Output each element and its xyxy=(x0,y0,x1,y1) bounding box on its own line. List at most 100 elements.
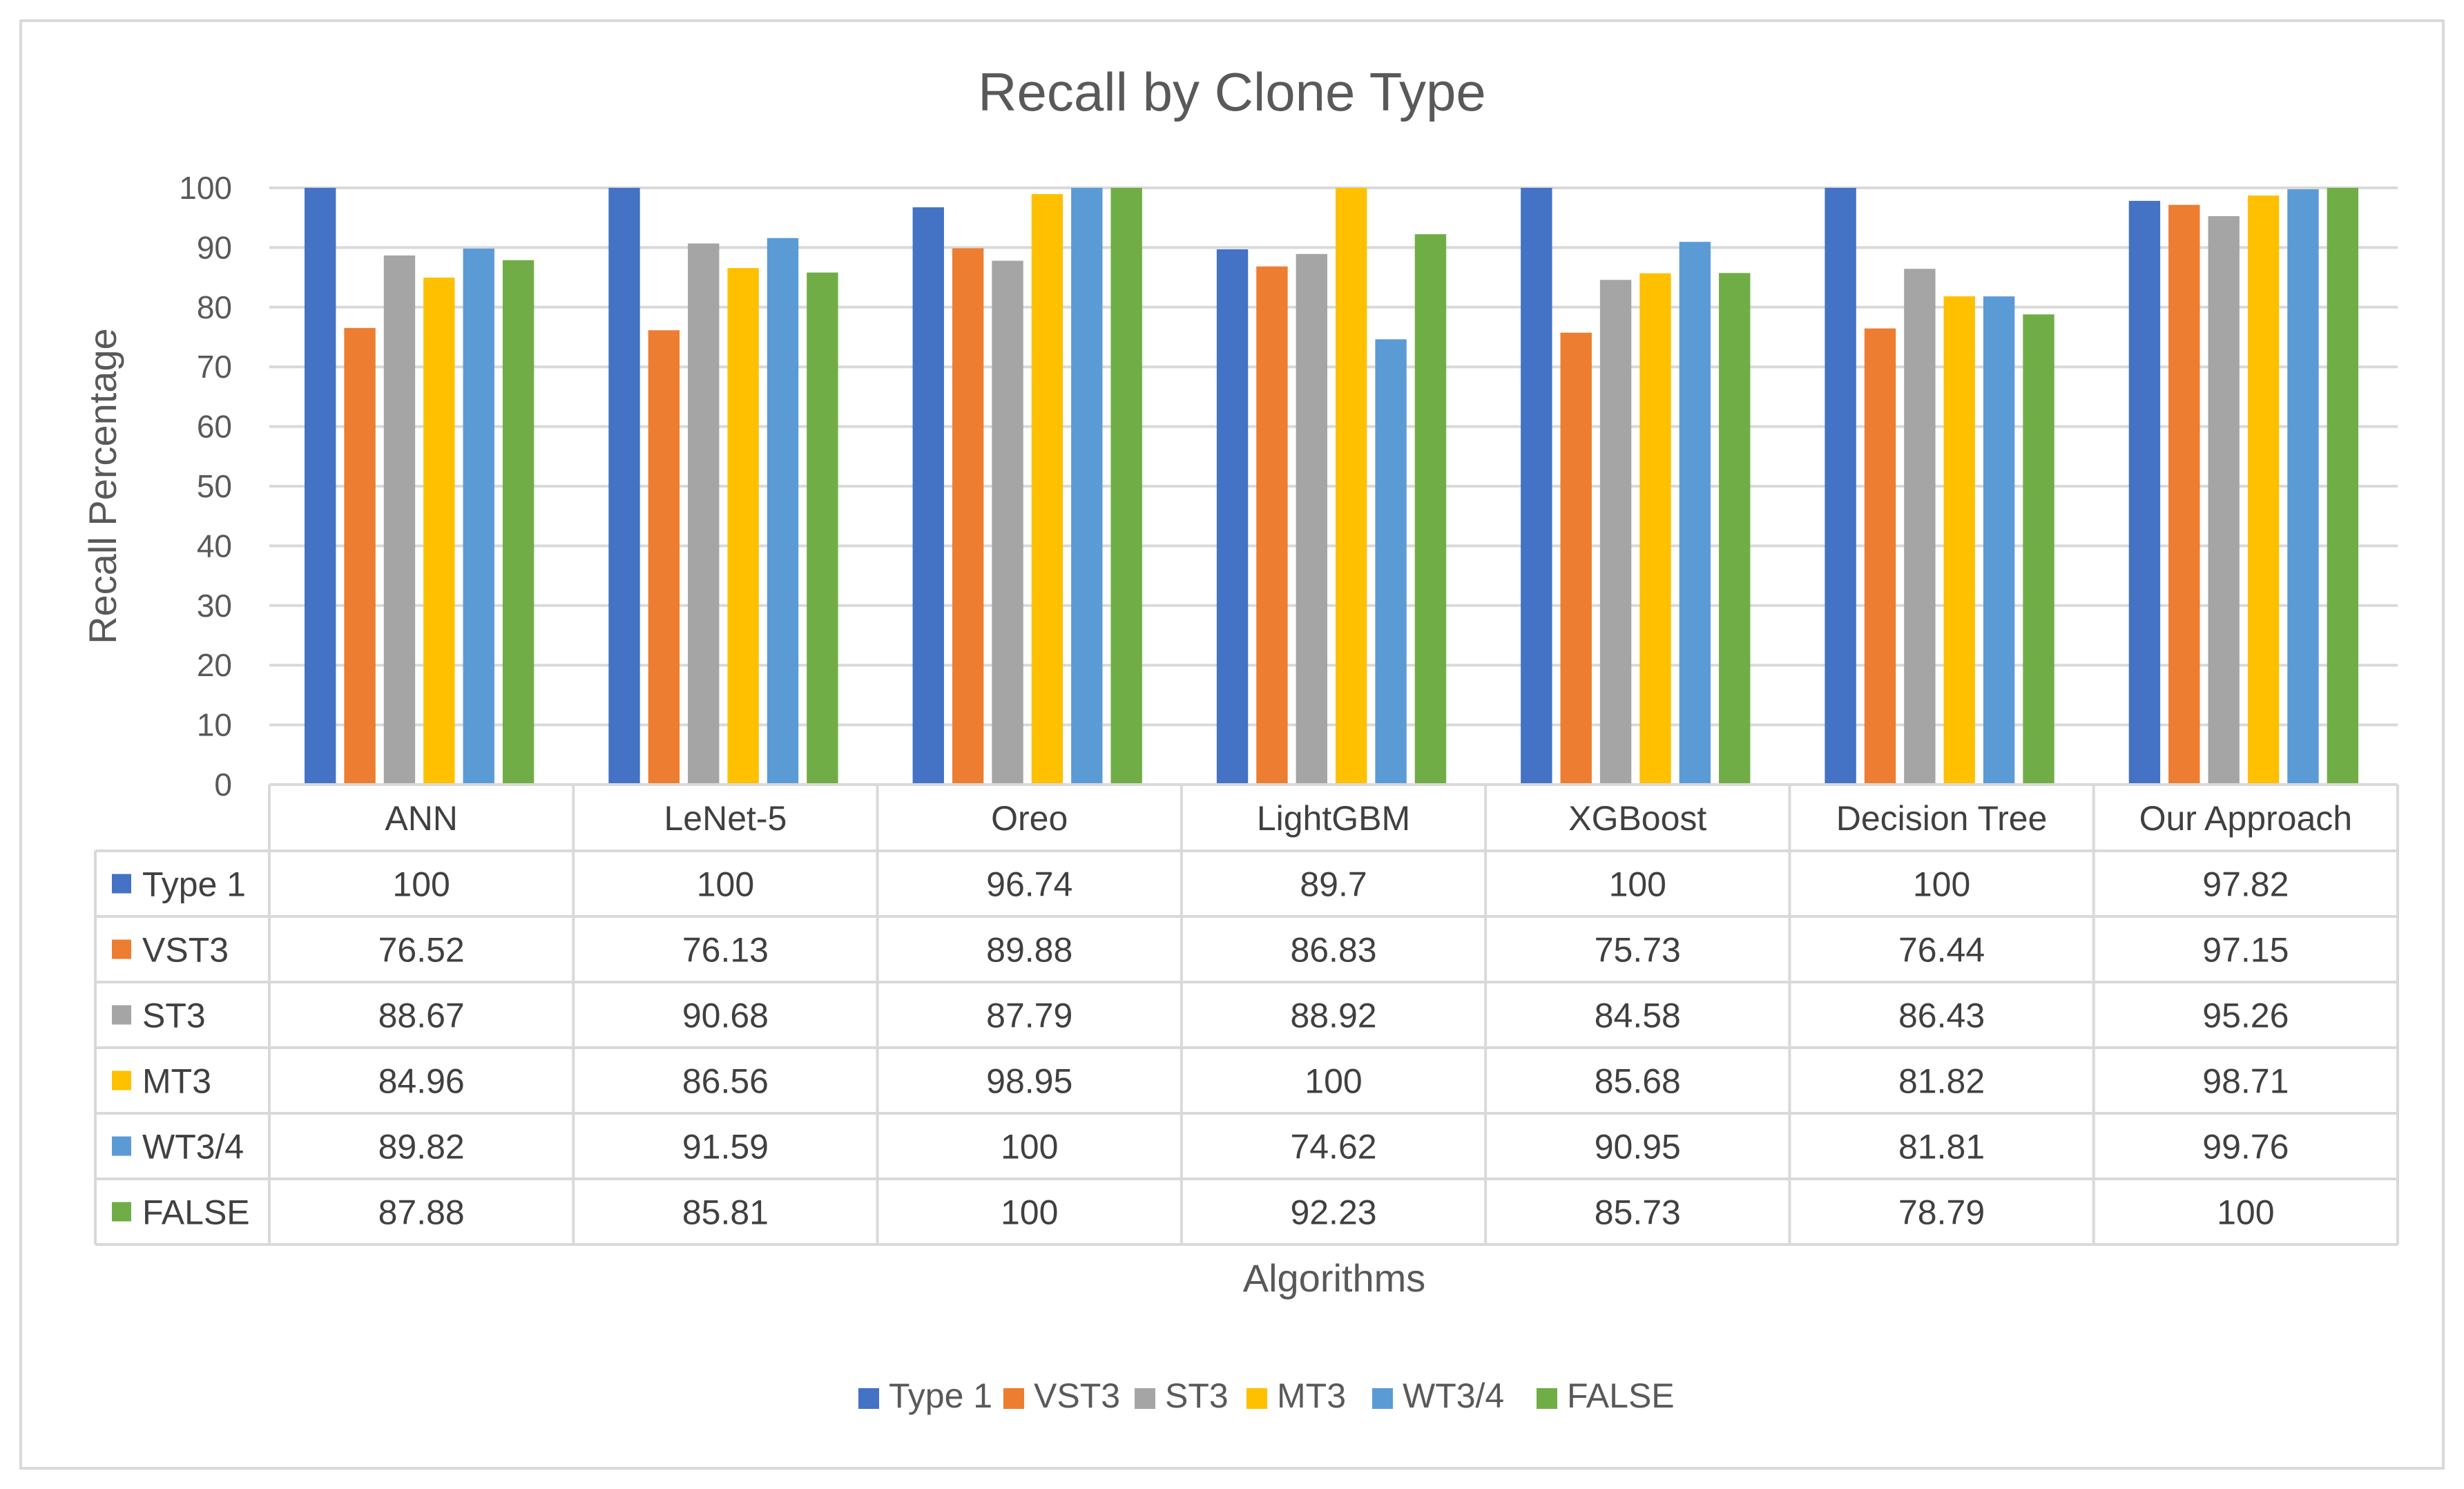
table-series-name: Type 1 xyxy=(142,865,246,904)
legend-key xyxy=(1247,1388,1267,1409)
table-value: 76.52 xyxy=(378,931,465,970)
bar-st3 xyxy=(2208,215,2240,785)
table-value: 76.44 xyxy=(1898,931,1985,970)
table-value: 90.95 xyxy=(1595,1128,1681,1166)
table-legend-key xyxy=(112,1005,131,1025)
category-label: LeNet-5 xyxy=(664,799,787,838)
bar-wt3-4 xyxy=(1983,296,2015,785)
category-label: Decision Tree xyxy=(1836,799,2048,838)
y-tick-label: 20 xyxy=(197,647,232,683)
y-tick-label: 40 xyxy=(197,528,232,564)
table-series-name: ST3 xyxy=(142,997,206,1035)
bar-st3 xyxy=(383,255,416,785)
table-value: 89.82 xyxy=(378,1128,465,1166)
table-series-name: MT3 xyxy=(142,1062,211,1101)
y-tick-label: 90 xyxy=(197,229,232,265)
table-series-name: WT3/4 xyxy=(142,1128,244,1166)
bar-vst3 xyxy=(1256,266,1288,785)
bar-vst3 xyxy=(2168,204,2200,785)
table-value: 100 xyxy=(2217,1193,2274,1232)
table-value: 86.56 xyxy=(682,1062,769,1101)
bar-vst3 xyxy=(648,330,680,785)
bar-mt3 xyxy=(1336,188,1367,785)
table-value: 92.23 xyxy=(1290,1193,1376,1232)
bar-st3 xyxy=(1296,253,1327,785)
table-value: 100 xyxy=(1609,865,1666,904)
table-value: 99.76 xyxy=(2202,1128,2289,1166)
bar-wt3-4 xyxy=(2287,189,2319,785)
bar-type-1 xyxy=(912,207,944,785)
legend-label: Type 1 xyxy=(889,1376,992,1415)
y-tick-label: 10 xyxy=(197,707,232,743)
table-value: 86.83 xyxy=(1290,931,1376,970)
table-value: 97.82 xyxy=(2202,865,2289,904)
table-value: 86.43 xyxy=(1898,997,1985,1035)
bar-false xyxy=(502,260,535,785)
bar-false xyxy=(2023,314,2054,785)
table-value: 81.81 xyxy=(1898,1128,1985,1166)
table-legend-key xyxy=(112,1202,131,1222)
bar-vst3 xyxy=(1864,328,1896,785)
legend-key xyxy=(858,1388,879,1409)
bar-type-1 xyxy=(305,188,336,785)
table-value: 88.67 xyxy=(378,997,465,1035)
bar-mt3 xyxy=(1943,296,1975,785)
table-legend-key xyxy=(112,874,131,894)
legend-label: WT3/4 xyxy=(1403,1376,1504,1415)
legend-key xyxy=(1372,1388,1393,1409)
bar-st3 xyxy=(1599,280,1632,785)
table-legend-key xyxy=(112,1070,131,1091)
bar-false xyxy=(1414,234,1447,785)
category-label: Our Approach xyxy=(2139,799,2353,838)
y-axis-title: Recall Percentage xyxy=(81,328,124,644)
legend-label: ST3 xyxy=(1165,1376,1229,1415)
bar-type-1 xyxy=(608,188,640,785)
table-value: 75.73 xyxy=(1595,931,1681,970)
table-value: 87.88 xyxy=(378,1193,465,1232)
table-value: 100 xyxy=(392,865,450,904)
bar-st3 xyxy=(688,243,720,785)
table-value: 88.92 xyxy=(1290,997,1376,1035)
y-tick-label: 70 xyxy=(197,349,232,385)
legend-key xyxy=(1003,1388,1024,1409)
bar-false xyxy=(1719,273,1751,785)
bar-st3 xyxy=(992,260,1023,785)
bar-st3 xyxy=(1904,269,1936,785)
bar-wt3-4 xyxy=(1679,242,1711,785)
y-tick-label: 0 xyxy=(214,767,232,803)
table-value: 90.68 xyxy=(682,997,769,1035)
legend-label: VST3 xyxy=(1034,1376,1120,1415)
bar-mt3 xyxy=(1639,273,1671,785)
table-legend-key xyxy=(112,1136,131,1156)
table-value: 97.15 xyxy=(2202,931,2289,970)
table-value: 100 xyxy=(1001,1193,1058,1232)
table-value: 100 xyxy=(697,865,754,904)
table-legend-key xyxy=(112,939,131,959)
table-value: 98.95 xyxy=(986,1062,1072,1101)
table-value: 89.7 xyxy=(1300,865,1367,904)
table-value: 87.79 xyxy=(986,997,1072,1035)
bar-vst3 xyxy=(344,327,376,785)
table-series-name: FALSE xyxy=(142,1193,250,1232)
table-series-name: VST3 xyxy=(142,931,229,970)
category-label: ANN xyxy=(385,799,458,838)
bar-vst3 xyxy=(952,248,984,785)
table-value: 100 xyxy=(1001,1128,1058,1166)
table-value: 85.73 xyxy=(1595,1193,1681,1232)
y-tick-label: 100 xyxy=(179,170,232,206)
bar-wt3-4 xyxy=(463,248,494,785)
category-label: LightGBM xyxy=(1257,799,1410,838)
bar-mt3 xyxy=(727,268,759,785)
y-tick-label: 80 xyxy=(197,289,232,325)
table-value: 95.26 xyxy=(2202,997,2289,1035)
table-value: 96.74 xyxy=(986,865,1072,904)
bar-type-1 xyxy=(1216,249,1249,785)
table-value: 84.58 xyxy=(1595,997,1681,1035)
table-value: 85.81 xyxy=(682,1193,769,1232)
bar-vst3 xyxy=(1560,332,1592,785)
bar-false xyxy=(1110,188,1142,785)
y-tick-label: 30 xyxy=(197,588,232,624)
bar-type-1 xyxy=(2128,200,2161,785)
table-value: 84.96 xyxy=(378,1062,465,1101)
x-axis-title: Algorithms xyxy=(1243,1256,1426,1300)
